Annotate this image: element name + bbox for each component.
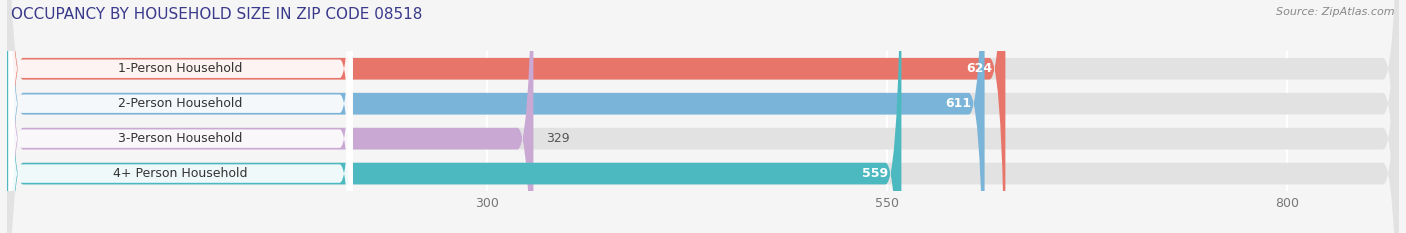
FancyBboxPatch shape: [7, 0, 533, 233]
Text: 4+ Person Household: 4+ Person Household: [114, 167, 247, 180]
FancyBboxPatch shape: [7, 0, 1005, 233]
FancyBboxPatch shape: [7, 0, 1399, 233]
FancyBboxPatch shape: [7, 0, 1399, 233]
FancyBboxPatch shape: [8, 0, 353, 233]
Text: 2-Person Household: 2-Person Household: [118, 97, 243, 110]
FancyBboxPatch shape: [7, 0, 1399, 233]
Text: Source: ZipAtlas.com: Source: ZipAtlas.com: [1277, 7, 1395, 17]
FancyBboxPatch shape: [8, 0, 353, 233]
Text: 559: 559: [862, 167, 889, 180]
Text: 3-Person Household: 3-Person Household: [118, 132, 243, 145]
Text: 611: 611: [946, 97, 972, 110]
Text: 1-Person Household: 1-Person Household: [118, 62, 243, 75]
FancyBboxPatch shape: [7, 0, 901, 233]
Text: OCCUPANCY BY HOUSEHOLD SIZE IN ZIP CODE 08518: OCCUPANCY BY HOUSEHOLD SIZE IN ZIP CODE …: [11, 7, 423, 22]
FancyBboxPatch shape: [8, 0, 353, 233]
FancyBboxPatch shape: [8, 0, 353, 233]
Text: 624: 624: [966, 62, 993, 75]
FancyBboxPatch shape: [7, 0, 1399, 233]
FancyBboxPatch shape: [7, 0, 984, 233]
Text: 329: 329: [546, 132, 569, 145]
